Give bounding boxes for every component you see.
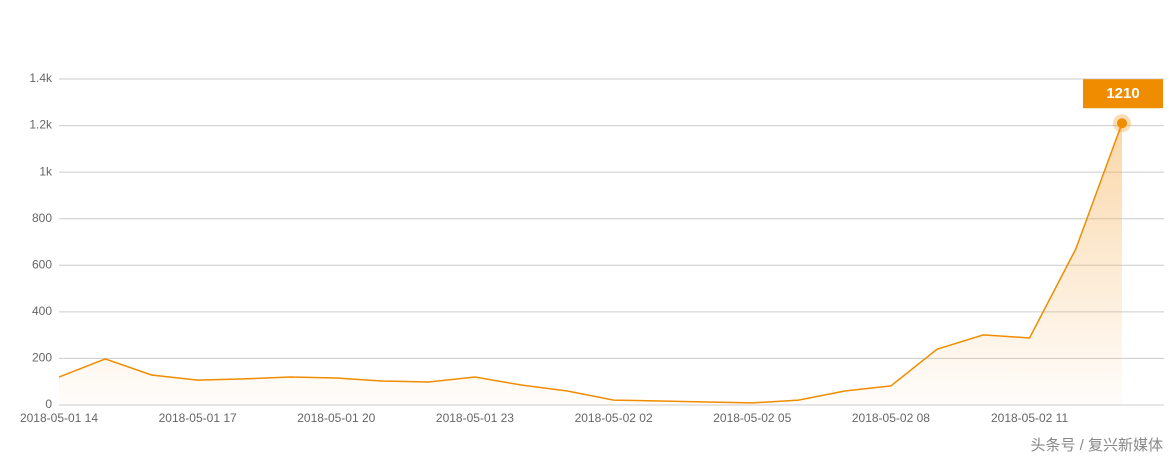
area: [59, 123, 1122, 405]
y-tick-label: 600: [32, 257, 52, 271]
y-tick-label: 1.4k: [29, 71, 53, 85]
y-tick-label: 800: [32, 211, 52, 225]
line: [58, 122, 1123, 404]
y-tick-label: 1k: [39, 164, 53, 178]
watermark: 头条号 / 复兴新媒体: [1030, 436, 1163, 454]
x-tick-label: 2018-05-01 17: [159, 411, 237, 425]
x-tick-label: 2018-05-01 23: [436, 411, 514, 425]
x-tick-label: 2018-05-01 20: [297, 411, 375, 425]
y-tick-label: 200: [32, 351, 52, 365]
y-tick-label: 1.2k: [29, 118, 53, 132]
y-tick-label: 0: [45, 397, 52, 411]
x-tick-label: 2018-05-02 05: [713, 411, 791, 425]
x-tick-label: 2018-05-02 11: [991, 411, 1069, 425]
highlight-point: [1117, 118, 1127, 129]
tooltip-box: [1083, 79, 1163, 109]
x-tick-label: 2018-05-01 14: [20, 411, 98, 425]
tooltip-label: 1210: [1106, 85, 1139, 102]
y-tick-label: 400: [32, 304, 52, 318]
x-tick-label: 2018-05-02 02: [575, 411, 653, 425]
x-tick-label: 2018-05-02 08: [852, 411, 930, 425]
